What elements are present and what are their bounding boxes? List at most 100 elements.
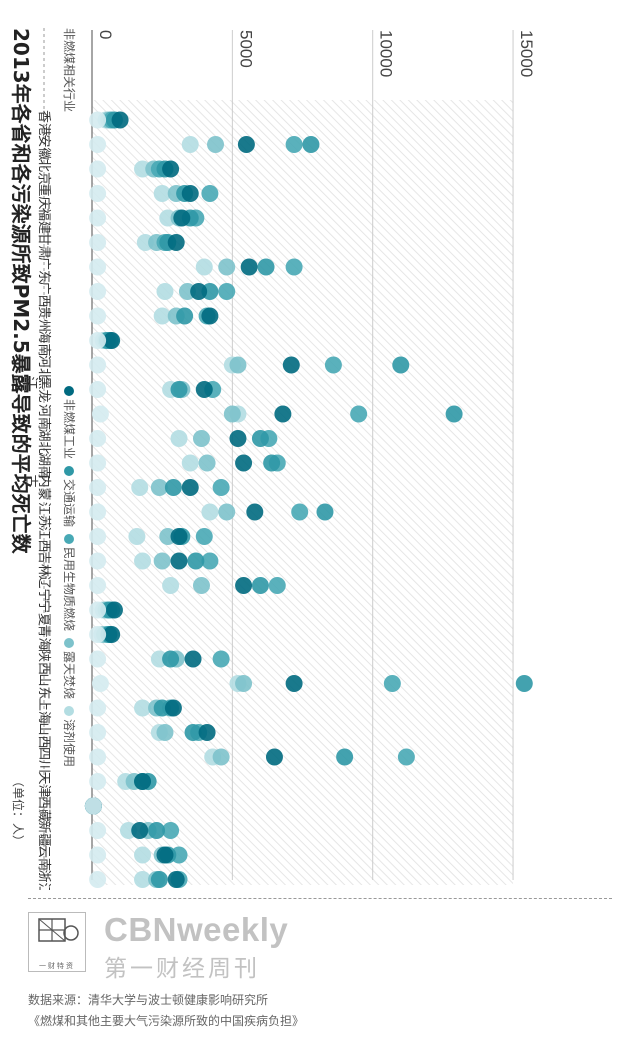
legend-swatch — [64, 466, 74, 476]
data-point — [89, 307, 107, 325]
data-point — [156, 846, 174, 864]
legend-swatch — [64, 638, 74, 648]
data-point — [218, 503, 236, 521]
data-point — [89, 503, 107, 521]
data-point — [212, 650, 230, 668]
data-point — [89, 209, 107, 227]
data-point — [89, 626, 107, 643]
category-label: 甘肃 — [36, 233, 51, 259]
data-point — [201, 185, 219, 202]
data-point — [156, 724, 174, 741]
data-point — [201, 552, 219, 570]
x-tick-label: 10000 — [377, 30, 396, 77]
data-point — [84, 797, 102, 815]
category-label: 香港 — [36, 110, 51, 136]
data-point — [153, 307, 171, 325]
category-label: 天津 — [36, 772, 51, 798]
category-label: 北京 — [36, 159, 51, 185]
category-label: 湖南 — [36, 453, 52, 479]
data-point — [134, 699, 152, 717]
legend-swatch — [64, 706, 74, 716]
legend-label: 露天焚烧 — [62, 651, 76, 699]
data-point — [350, 405, 368, 423]
data-point — [89, 332, 107, 349]
category-label: 古 — [23, 475, 38, 488]
data-point — [89, 724, 107, 741]
brand-name: CBNweekly — [104, 911, 289, 948]
legend-label: 非燃煤工业 — [62, 399, 77, 459]
category-label: 广东 — [36, 257, 51, 283]
data-point — [150, 871, 168, 888]
x-tick-label: 5000 — [236, 30, 255, 68]
data-point — [515, 675, 533, 692]
category-label: 云南 — [36, 845, 52, 871]
data-point — [89, 479, 107, 496]
data-point — [164, 699, 182, 717]
category-label: 黑龙 — [36, 377, 51, 403]
data-point — [397, 748, 415, 766]
category-label: 贵州 — [36, 306, 51, 332]
data-point — [134, 552, 152, 570]
cbn-logo — [28, 912, 86, 972]
data-point — [251, 430, 269, 447]
data-point — [153, 552, 171, 570]
data-point — [274, 405, 292, 423]
data-point — [131, 822, 149, 839]
data-point — [89, 601, 107, 619]
data-point — [184, 650, 202, 668]
category-label: 吉林 — [36, 551, 51, 577]
data-point — [192, 577, 210, 594]
data-point — [89, 748, 107, 766]
data-point — [89, 871, 107, 888]
data-point — [257, 258, 275, 276]
data-point — [89, 283, 107, 300]
category-label: 重庆 — [36, 184, 52, 210]
category-label: 福建 — [36, 208, 51, 234]
data-point — [291, 503, 309, 521]
data-point — [282, 356, 300, 374]
data-point — [316, 503, 334, 521]
data-point — [131, 479, 149, 496]
data-point — [229, 356, 247, 374]
data-point — [218, 283, 236, 300]
category-label: 浙江 — [36, 870, 51, 891]
data-point — [176, 307, 194, 325]
data-point — [240, 258, 258, 276]
data-point — [103, 332, 121, 349]
data-point — [89, 136, 107, 153]
data-point — [89, 258, 107, 276]
category-label: 青海 — [36, 625, 51, 651]
legend-label: 溶剂使用 — [62, 719, 77, 767]
category-label: 山西 — [36, 723, 51, 749]
category-label: 广西 — [36, 282, 51, 308]
data-point — [91, 675, 109, 692]
category-label: 西藏 — [36, 796, 51, 822]
category-label: 江西 — [36, 527, 51, 553]
data-point — [89, 111, 107, 129]
data-point — [195, 381, 213, 398]
legend-label: 非燃煤相关行业 — [62, 28, 77, 112]
data-point — [265, 748, 283, 766]
data-point — [134, 871, 152, 888]
source-line-2: 《燃煤和其他主要大气污染源所致的中国疾病负担》 — [28, 1014, 305, 1028]
footer-divider — [28, 898, 612, 899]
data-point — [89, 430, 107, 447]
data-point — [285, 675, 303, 692]
data-point — [89, 381, 107, 398]
data-point — [198, 724, 216, 741]
data-point — [285, 136, 303, 153]
data-point — [170, 552, 188, 570]
data-point — [285, 258, 303, 276]
data-point — [195, 528, 213, 545]
chart-title: 2013年各省和各污染源所致PM2.5暴露导致的平均死亡数 — [9, 28, 33, 555]
category-label: 上海 — [36, 698, 51, 724]
data-point — [198, 454, 216, 472]
data-point — [268, 577, 286, 594]
data-point — [181, 136, 199, 153]
category-label: 安徽 — [36, 135, 51, 161]
data-point — [229, 430, 247, 447]
data-point — [89, 773, 107, 790]
chart-container: 0 5000 10000 15000 2013年各省和各污染源所致PM2.5暴露导致的平… — [9, 28, 536, 891]
data-point — [89, 160, 107, 178]
logo-mark-icon — [38, 918, 79, 942]
